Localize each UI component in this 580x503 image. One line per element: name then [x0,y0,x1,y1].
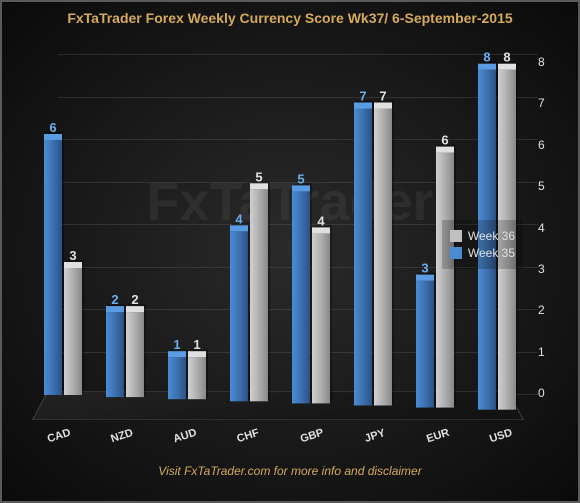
bar-value-label: 7 [379,88,386,103]
bar-week35-chf: 4 [230,225,248,401]
y-tick: 3 [538,262,568,276]
x-label-chf: CHF [223,423,274,450]
bar-value-label: 6 [441,133,448,148]
x-axis-labels: CADNZDAUDCHFGBPJPYEURUSD [34,430,484,442]
bar-value-label: 4 [235,211,242,226]
bar-group-cad: 63 [44,134,82,395]
chart-footer: Visit FxTaTrader.com for more info and d… [2,460,578,484]
x-label-nzd: NZD [97,423,148,450]
legend-swatch [450,230,462,242]
chart-title: FxTaTrader Forex Weekly Currency Score W… [2,2,578,30]
legend-item: Week 35 [450,246,515,260]
bar-group-nzd: 22 [106,306,144,397]
bar-week35-eur: 3 [416,274,434,408]
x-label-eur: EUR [412,423,463,450]
bar-week36-cad: 3 [64,262,82,396]
bar-week35-aud: 1 [168,351,186,400]
bar-group-chf: 45 [230,183,268,401]
y-tick: 2 [538,303,568,317]
legend-item: Week 36 [450,229,515,243]
bar-value-label: 5 [255,169,262,184]
bar-group-eur: 36 [416,147,454,408]
bar-week35-cad: 6 [44,134,62,395]
x-label-usd: USD [475,423,526,450]
bar-week36-aud: 1 [188,351,206,400]
bar-value-label: 2 [131,292,138,307]
bar-group-jpy: 77 [354,102,392,406]
bar-value-label: 2 [111,292,118,307]
x-label-cad: CAD [33,423,84,450]
bar-group-aud: 11 [168,351,206,400]
bar-week35-nzd: 2 [106,306,124,397]
bar-week36-jpy: 7 [374,102,392,406]
legend-swatch [450,247,462,259]
y-tick: 7 [538,96,568,110]
y-tick: 0 [538,386,568,400]
bars-wrap: 6322114554773688 [44,55,474,395]
bar-group-gbp: 54 [292,185,330,404]
bar-week36-eur: 6 [436,147,454,408]
y-axis: 0 1 2 3 4 5 6 7 8 [538,55,568,400]
bar-value-label: 1 [193,337,200,352]
y-tick: 8 [538,55,568,69]
bar-value-label: 3 [69,248,76,263]
bar-value-label: 5 [297,171,304,186]
y-tick: 6 [538,138,568,152]
legend-label: Week 35 [468,246,515,260]
bar-value-label: 4 [317,213,324,228]
chart-area: FxTaTrader 012345678 6322114554773688 CA… [2,30,578,460]
x-label-jpy: JPY [349,423,400,450]
bar-value-label: 8 [503,50,510,65]
bar-value-label: 6 [49,120,56,135]
y-tick: 5 [538,179,568,193]
x-label-gbp: GBP [286,423,337,450]
bar-value-label: 3 [421,260,428,275]
bar-value-label: 7 [359,88,366,103]
bar-value-label: 8 [483,50,490,65]
legend-label: Week 36 [468,229,515,243]
bar-value-label: 1 [173,337,180,352]
bar-week36-chf: 5 [250,183,268,401]
bar-week36-nzd: 2 [126,306,144,397]
legend: Week 36 Week 35 [442,220,523,269]
bar-week35-gbp: 5 [292,185,310,404]
bar-week35-jpy: 7 [354,102,372,406]
y-tick: 4 [538,221,568,235]
y-tick: 1 [538,345,568,359]
bar-week36-gbp: 4 [312,227,330,403]
x-label-aud: AUD [160,423,211,450]
chart-container: FxTaTrader Forex Weekly Currency Score W… [0,0,580,503]
